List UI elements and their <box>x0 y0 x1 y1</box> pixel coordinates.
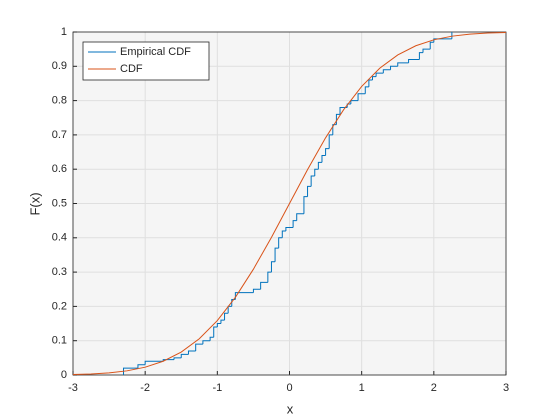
ecdf-step <box>317 161 322 170</box>
ecdf-step <box>307 185 312 197</box>
ecdf-step <box>292 220 297 228</box>
ecdf-step <box>382 69 391 74</box>
ecdf-step <box>252 288 261 293</box>
ecdf-step <box>224 312 229 321</box>
ecdf-step <box>433 38 452 43</box>
ecdf-step <box>137 364 146 369</box>
y-tick-label: 0.5 <box>52 197 67 209</box>
ecdf-step <box>220 319 225 324</box>
ecdf-step <box>310 175 315 187</box>
x-tick-label: 2 <box>431 382 437 394</box>
ecdf-step <box>364 86 369 94</box>
ecdf-step <box>314 168 319 177</box>
ecdf-step <box>429 41 434 50</box>
y-tick-label: 0.2 <box>52 300 67 312</box>
legend-box <box>82 41 210 81</box>
ecdf-step <box>296 213 304 221</box>
ecdf-step <box>390 65 398 70</box>
y-tick-label: 0.1 <box>52 335 67 347</box>
ecdf-step <box>144 360 164 365</box>
ecdf-step <box>346 103 351 108</box>
ecdf-step <box>368 79 373 87</box>
x-tick-label: 0 <box>286 382 292 394</box>
ecdf-step <box>195 343 203 351</box>
ecdf-step <box>216 323 221 327</box>
ecdf-step <box>278 237 283 249</box>
ecdf-step <box>328 134 333 149</box>
y-tick-label: 0.7 <box>52 129 67 141</box>
ecdf-step <box>408 58 420 63</box>
y-tick-label: 0.9 <box>52 60 67 72</box>
ecdf-step <box>375 72 384 77</box>
ecdf-step <box>418 52 424 60</box>
ecdf-step <box>332 124 337 135</box>
y-tick-label: 0 <box>61 369 67 381</box>
ecdf-step <box>397 62 409 67</box>
x-tick-label: -1 <box>212 382 222 394</box>
axes-box <box>72 31 507 376</box>
ecdf-step <box>187 350 196 355</box>
ecdf-step <box>267 271 272 283</box>
y-tick-label: 0.6 <box>52 163 67 175</box>
ecdf-step <box>281 230 286 238</box>
cdf-line <box>72 31 507 376</box>
ecdf-step <box>270 261 276 273</box>
ecdf-step <box>422 48 431 53</box>
ecdf-step <box>213 326 218 338</box>
ecdf-step <box>274 247 279 262</box>
x-tick-label: -3 <box>68 382 78 394</box>
ecdf-step <box>123 367 138 375</box>
y-tick-label: 0.4 <box>52 232 67 244</box>
ecdf-step <box>173 357 182 360</box>
ecdf-step <box>371 76 377 81</box>
ecdf-step <box>209 336 214 341</box>
x-axis-label: x <box>287 401 294 416</box>
y-tick-label: 0.8 <box>52 95 67 107</box>
x-tick-label: 3 <box>503 382 509 394</box>
ecdf-step <box>260 281 268 290</box>
ecdf-step <box>202 340 211 345</box>
ecdf-step <box>357 93 366 101</box>
ecdf-step <box>285 227 294 231</box>
ecdf-step <box>303 196 308 214</box>
legend-label: Empirical CDF <box>120 46 191 58</box>
y-axis-label: F(x) <box>27 192 42 215</box>
legend-label: CDF <box>120 63 143 75</box>
x-tick-label: -2 <box>140 382 150 394</box>
y-tick-label: 1 <box>61 26 67 38</box>
x-tick-label: 1 <box>359 382 365 394</box>
ecdf-step <box>180 353 189 358</box>
ecdf-step <box>325 148 330 156</box>
y-tick-label: 0.3 <box>52 266 67 278</box>
ecdf-step <box>321 154 326 163</box>
